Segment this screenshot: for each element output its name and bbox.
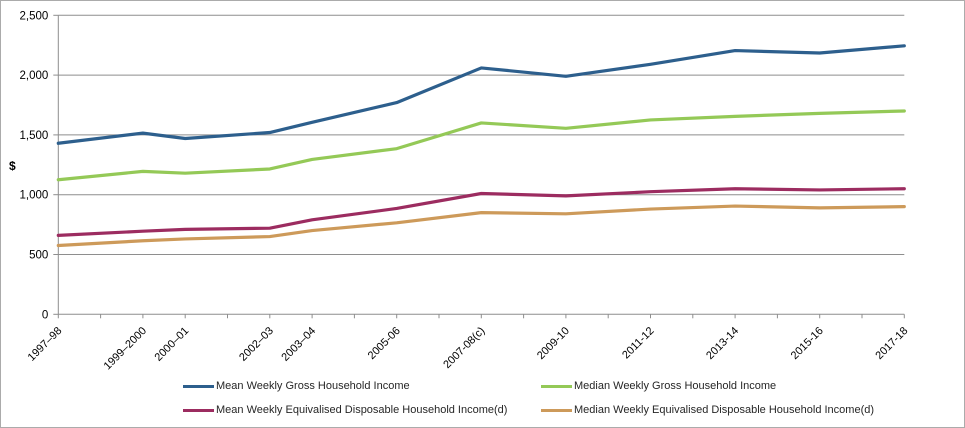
x-tick-label: 2015-16: [789, 325, 826, 362]
x-tick-label: 1999–2000: [102, 325, 149, 372]
legend-line-swatch-median-gross: [541, 384, 572, 388]
y-tick-label: 0: [42, 309, 48, 321]
legend-item-mean-equivalised: Mean Weekly Equivalised Disposable House…: [183, 404, 507, 416]
legend-label: Median Weekly Equivalised Disposable Hou…: [574, 404, 875, 416]
y-tick-label: 2,000: [20, 70, 49, 82]
x-tick-label: 2000–01: [153, 325, 192, 364]
series-line: [56, 204, 906, 248]
legend-label: Mean Weekly Equivalised Disposable House…: [216, 404, 508, 416]
x-tick-label: 1997–98: [26, 325, 65, 364]
x-tick-label: 2005-06: [366, 325, 403, 362]
x-tick-label: 2011-12: [620, 325, 656, 361]
x-tick-label: 2003–04: [279, 325, 318, 364]
series-line: [56, 109, 906, 182]
x-tick-label: 2017-18: [873, 325, 910, 362]
legend-label: Mean Weekly Gross Household Income: [216, 380, 410, 392]
x-tick-label: 2007-08(c): [441, 325, 487, 371]
y-tick-label: 2,500: [20, 10, 49, 22]
legend-line-swatch-mean-equivalised: [183, 408, 214, 412]
y-tick-label: 500: [29, 250, 48, 262]
x-tick-label: 2013-14: [704, 325, 741, 362]
y-axis-title: $: [9, 159, 16, 173]
legend-item-mean-gross: Mean Weekly Gross Household Income: [183, 380, 410, 392]
legend-label: Median Weekly Gross Household Income: [574, 380, 777, 392]
legend-item-median-equivalised: Median Weekly Equivalised Disposable Hou…: [541, 404, 874, 416]
legend-line-swatch-median-equivalised: [541, 408, 572, 412]
series-line: [56, 44, 906, 145]
x-tick-label: 2002–03: [237, 325, 276, 364]
y-tick-label: 1,500: [20, 130, 49, 142]
x-tick-label: 2009-10: [535, 325, 572, 362]
legend-line-swatch-mean-gross: [183, 384, 214, 388]
series-line: [56, 187, 906, 237]
y-tick-label: 1,000: [20, 190, 49, 202]
legend-item-median-gross: Median Weekly Gross Household Income: [541, 380, 776, 392]
